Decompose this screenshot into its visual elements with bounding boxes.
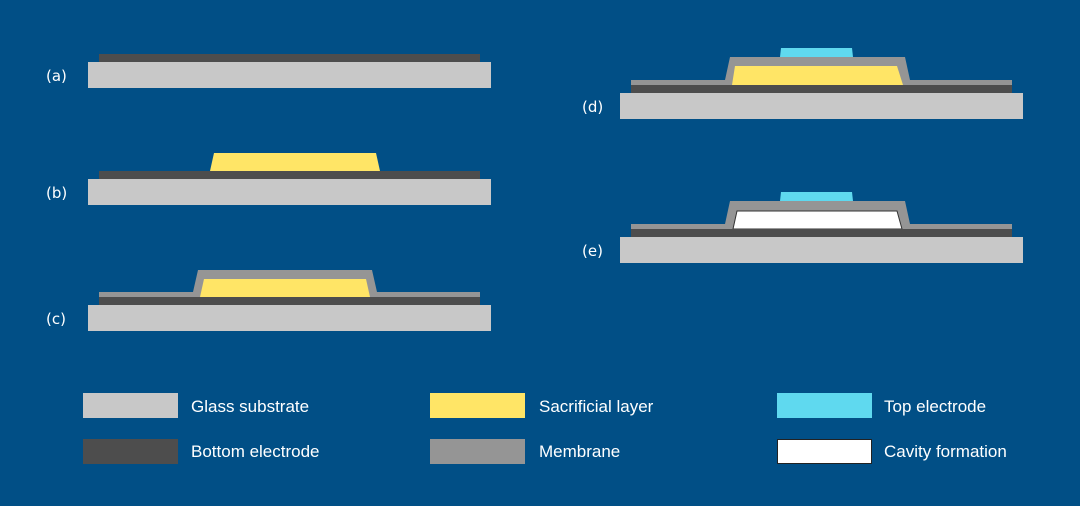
glass-substrate: [620, 237, 1023, 263]
legend-label-membrane: Membrane: [539, 442, 620, 461]
legend-label-bottom-electrode: Bottom electrode: [191, 442, 320, 461]
sacrificial-layer: [732, 66, 903, 85]
step-b: (b): [46, 153, 491, 205]
step-label-a: (a): [46, 67, 67, 85]
step-d: (d): [582, 48, 1023, 119]
legend-swatch-glass-substrate: [83, 393, 178, 418]
glass-substrate: [88, 179, 491, 205]
cavity: [732, 210, 903, 230]
legend-swatch-sacrificial-layer: [430, 393, 525, 418]
step-label-e: (e): [582, 242, 603, 260]
step-label-b: (b): [46, 184, 67, 202]
glass-substrate: [88, 62, 491, 88]
bottom-electrode: [99, 54, 480, 62]
step-e: (e): [582, 192, 1023, 263]
step-label-c: (c): [46, 310, 66, 328]
glass-substrate: [620, 93, 1023, 119]
bottom-electrode: [99, 171, 480, 179]
legend-swatch-top-electrode: [777, 393, 872, 418]
top-electrode: [780, 48, 853, 57]
step-c: (c): [46, 270, 491, 331]
legend-swatch-cavity-formation: [777, 439, 872, 464]
step-label-d: (d): [582, 98, 603, 116]
top-electrode: [780, 192, 853, 201]
legend-swatch-bottom-electrode: [83, 439, 178, 464]
step-a: (a): [46, 54, 491, 88]
bottom-electrode: [99, 297, 480, 305]
legend-label-cavity-formation: Cavity formation: [884, 442, 1007, 461]
legend-label-sacrificial-layer: Sacrificial layer: [539, 397, 654, 416]
legend: Glass substrate Bottom electrode Sacrifi…: [83, 393, 1007, 464]
sacrificial-layer: [210, 153, 380, 171]
legend-label-top-electrode: Top electrode: [884, 397, 986, 416]
legend-label-glass-substrate: Glass substrate: [191, 397, 309, 416]
sacrificial-layer: [200, 279, 370, 297]
bottom-electrode: [631, 85, 1012, 93]
bottom-electrode: [631, 229, 1012, 237]
glass-substrate: [88, 305, 491, 331]
legend-swatch-membrane: [430, 439, 525, 464]
